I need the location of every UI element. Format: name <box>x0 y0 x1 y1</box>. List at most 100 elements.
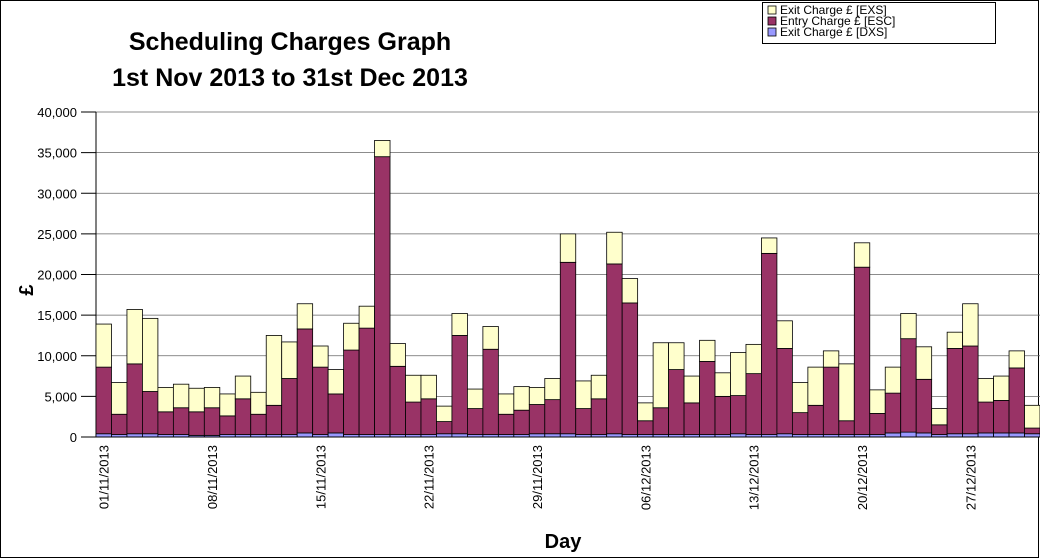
x-tick-label: 15/11/2013 <box>313 445 328 509</box>
bar-segment <box>946 331 964 349</box>
bar-segment <box>838 420 855 435</box>
y-tick-label: 30,000 <box>37 186 77 201</box>
bar-segment <box>776 348 793 435</box>
bar-segment <box>1008 367 1025 434</box>
bar-segment <box>126 363 143 435</box>
bar-segment <box>95 366 112 435</box>
bar-segment <box>172 383 190 409</box>
y-tick-label: 0 <box>70 430 77 445</box>
bar-segment <box>142 317 159 392</box>
bar-segment <box>853 266 871 435</box>
bar-segment <box>1024 404 1040 429</box>
legend-label: Exit Charge £ [DXS] <box>780 25 887 39</box>
x-tick-label: 06/12/2013 <box>638 445 653 510</box>
bar-segment <box>1024 427 1040 435</box>
bar-segment <box>683 402 700 435</box>
bar-segment <box>575 380 592 409</box>
bar-segment <box>730 395 747 435</box>
bar-segment <box>157 411 174 435</box>
bar-segment <box>962 345 979 435</box>
bar-segment <box>111 413 128 435</box>
y-tick-label: 15,000 <box>37 308 77 323</box>
bar-segment <box>977 432 994 438</box>
bar-segment <box>807 366 824 406</box>
bar-segment <box>714 372 731 397</box>
bar-segment <box>652 342 669 409</box>
bar-segment <box>343 322 360 351</box>
bar-segment <box>327 393 345 434</box>
bar-segment <box>977 401 994 434</box>
bar-segment <box>312 366 329 435</box>
bar-segment <box>900 313 917 340</box>
bar-segment <box>776 320 793 349</box>
bar-segment <box>699 339 716 362</box>
y-axis-label: £ <box>16 284 38 295</box>
bar-segment <box>1008 350 1025 369</box>
x-tick-label: 20/12/2013 <box>855 445 870 510</box>
bar-segment <box>791 412 809 435</box>
bar-segment <box>281 341 298 379</box>
bar-segment <box>281 378 298 435</box>
bar-segment <box>296 303 314 330</box>
bar-segment <box>420 398 437 435</box>
bar-segment <box>606 263 623 435</box>
bar-segment <box>699 361 716 435</box>
legend-label: Entry Charge £ [ESC] <box>780 14 895 28</box>
bar-segment <box>327 369 345 395</box>
bar-segment <box>559 261 577 435</box>
bar-segment <box>621 278 639 304</box>
bar-segment <box>544 378 561 401</box>
bar-segment <box>405 401 422 435</box>
bar-segment <box>296 328 314 434</box>
bar-segment <box>250 413 267 435</box>
bar-segment <box>451 335 468 435</box>
bar-segment <box>714 395 731 435</box>
bar-segment <box>234 398 252 435</box>
bar-segment <box>358 327 375 435</box>
bar-segment <box>111 382 128 415</box>
bar-segment <box>451 313 468 336</box>
y-tick-label: 20,000 <box>37 268 77 283</box>
bar-segment <box>807 404 824 435</box>
bar-segment <box>234 375 252 400</box>
bar-segment <box>946 348 964 435</box>
bar-segment <box>993 432 1010 438</box>
legend-swatch <box>767 16 777 26</box>
bar-segment <box>915 346 933 380</box>
bar-segment <box>761 237 778 254</box>
bar-segment <box>250 391 267 415</box>
bar-segment <box>900 338 917 433</box>
x-tick-label: 08/11/2013 <box>205 445 220 509</box>
bar-segment <box>637 402 654 422</box>
x-tick-label: 29/11/2013 <box>530 445 545 509</box>
bar-segment <box>915 378 933 434</box>
x-tick-label: 27/12/2013 <box>963 445 978 510</box>
bar-segment <box>374 140 391 158</box>
bar-segment <box>822 350 840 368</box>
bar-segment <box>822 366 840 435</box>
bar-segment <box>528 404 546 435</box>
bar-segment <box>668 369 685 435</box>
bar-segment <box>977 378 994 403</box>
chart-subtitle: 1st Nov 2013 to 31st Dec 2013 <box>112 64 468 92</box>
bar-segment <box>606 231 623 265</box>
bar-segment <box>590 398 608 435</box>
legend-swatch <box>767 5 777 15</box>
y-tick-label: 10,000 <box>37 349 77 364</box>
bar-segment <box>931 424 948 435</box>
bar-segment <box>652 407 669 435</box>
bar-segment <box>544 399 561 435</box>
bar-segment <box>962 303 979 347</box>
bar-segment <box>838 363 855 422</box>
bar-segment <box>265 335 283 406</box>
bar-segment <box>358 305 375 329</box>
x-tick-label: 13/12/2013 <box>747 445 762 510</box>
bar-segment <box>203 387 221 409</box>
bar-segment <box>1008 432 1025 438</box>
bar-segment <box>761 252 778 435</box>
bar-segment <box>683 375 700 404</box>
bar-segment <box>528 387 546 405</box>
bar-segment <box>296 432 314 438</box>
bar-segment <box>312 345 329 368</box>
